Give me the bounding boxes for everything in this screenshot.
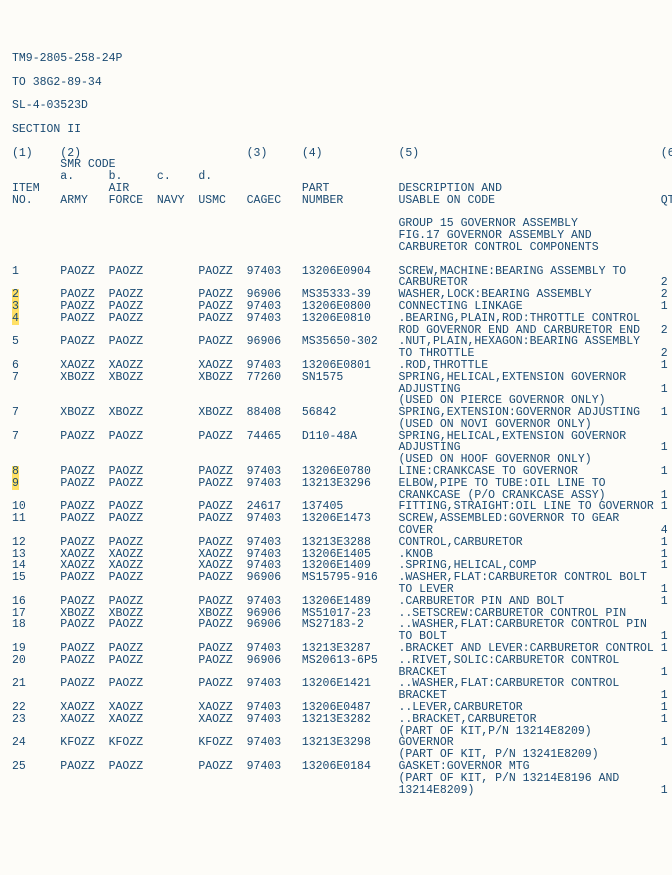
table-row: (PART OF KIT, P/N 13214E8196 AND (12, 773, 672, 785)
group-header-block: GROUP 15 GOVERNOR ASSEMBLY FIG.17 GOVERN… (12, 218, 672, 253)
table-row: 12 PAOZZ PAOZZ PAOZZ 97403 13213E3288 CO… (12, 537, 672, 549)
table-row: 6 XAOZZ XAOZZ XAOZZ 97403 13206E0801 .RO… (12, 360, 672, 372)
table-row: 20 PAOZZ PAOZZ PAOZZ 96906 MS20613-6P5 .… (12, 655, 672, 667)
column-header-line: ITEM AIR PART DESCRIPTION AND QTY/ (12, 183, 672, 195)
table-row: 13214E8209) 1 (12, 785, 672, 797)
item-no: 4 (12, 313, 19, 325)
table-row: 16 PAOZZ PAOZZ PAOZZ 97403 13206E1489 .C… (12, 596, 672, 608)
column-header-block: (1) (2) (3) (4) (5) (6) (7) SMR CODE a. … (12, 148, 672, 207)
doc-header-3: SL-4-03523D (12, 100, 672, 112)
table-row: 9 PAOZZ PAOZZ PAOZZ 97403 13213E3296 ELB… (12, 478, 672, 490)
item-no: 9 (12, 478, 19, 490)
table-row: 23 XAOZZ XAOZZ XAOZZ 97403 13213E3282 ..… (12, 714, 672, 726)
item-no: 3 (12, 301, 19, 313)
table-body: 1 PAOZZ PAOZZ PAOZZ 97403 13206E0904 SCR… (12, 266, 672, 797)
column-header-line: NO. ARMY FORCE NAVY USMC CAGEC NUMBER US… (12, 195, 672, 207)
table-row: (USED ON NOVI GOVERNOR ONLY) (12, 419, 672, 431)
table-row: 7 XBOZZ XBOZZ XBOZZ 77260 SN1575 SPRING,… (12, 372, 672, 384)
doc-header-1: TM9-2805-258-24P (12, 53, 672, 65)
doc-header-2: TO 38G2-89-34 (12, 77, 672, 89)
doc-header-4: SECTION II (12, 124, 672, 136)
table-row: 3 PAOZZ PAOZZ PAOZZ 97403 13206E0800 CON… (12, 301, 672, 313)
table-row: 4 PAOZZ PAOZZ PAOZZ 97403 13206E0810 .BE… (12, 313, 672, 325)
group-header-line: CARBURETOR CONTROL COMPONENTS (12, 242, 672, 254)
